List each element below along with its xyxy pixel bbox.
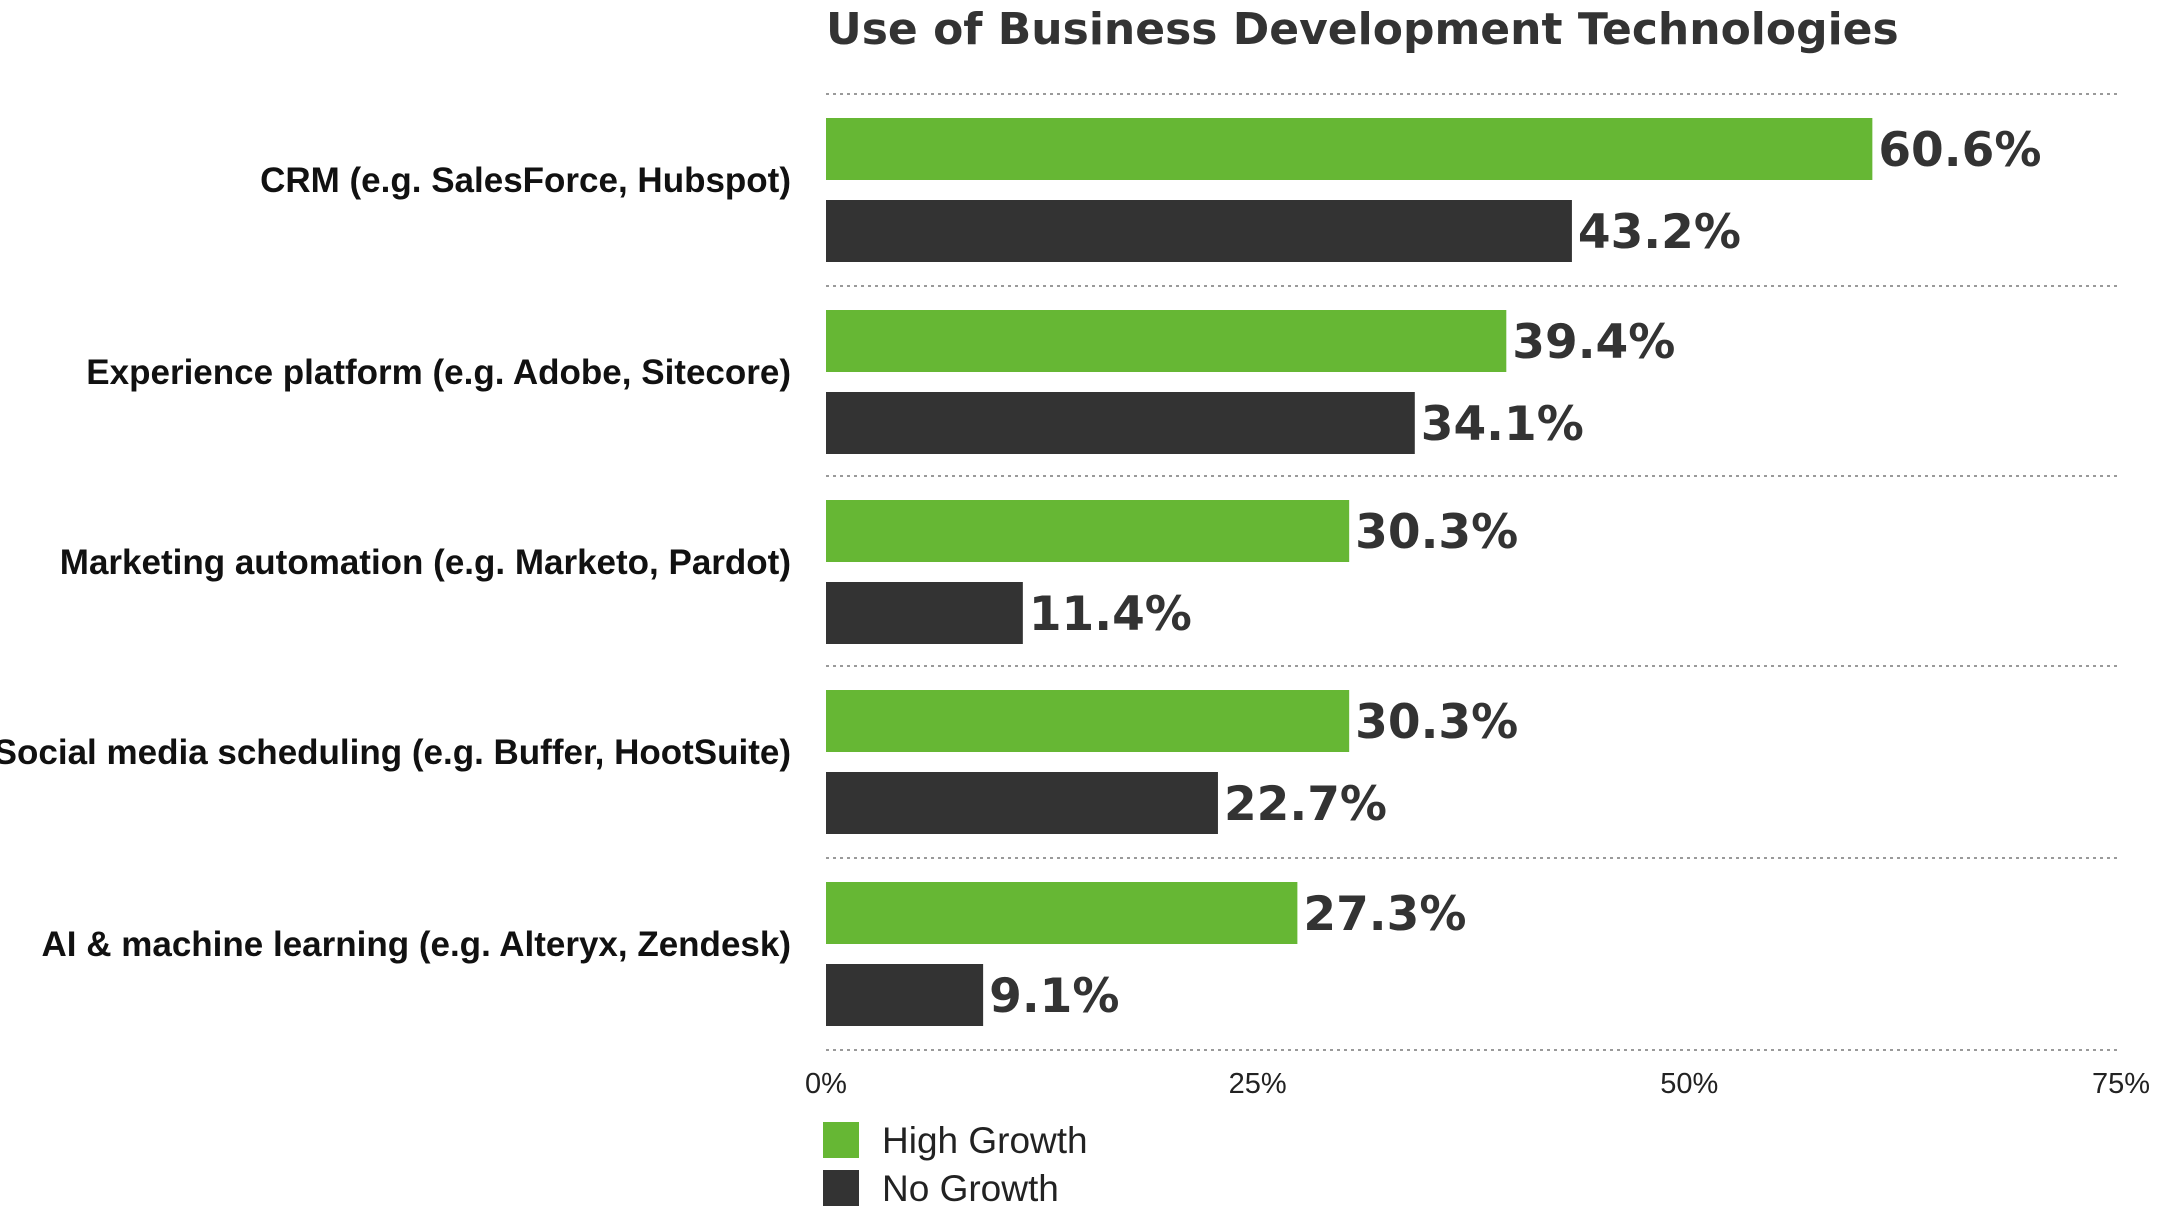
bar-no-growth bbox=[826, 200, 1572, 262]
category-label: Social media scheduling (e.g. Buffer, Ho… bbox=[0, 733, 791, 772]
value-labels: 60.6% 43.2% 39.4% 34.1% 30.3% 11.4% 30.3% 22.7%… bbox=[989, 123, 2041, 1024]
bar-high-growth bbox=[826, 690, 1350, 752]
legend-swatch bbox=[823, 1122, 859, 1158]
bar-value-label: 43.2% bbox=[1578, 205, 1741, 260]
bar-no-growth bbox=[826, 772, 1218, 834]
legend-swatch bbox=[823, 1170, 859, 1206]
bar-value-label: 30.3% bbox=[1355, 505, 1518, 560]
legend: High Growth No Growth bbox=[823, 1120, 1088, 1209]
bar-value-label: 30.3% bbox=[1355, 695, 1518, 750]
bar-no-growth bbox=[826, 582, 1023, 644]
bar-high-growth bbox=[826, 118, 1873, 180]
x-tick-label: 50% bbox=[1660, 1068, 1718, 1100]
chart-title: Use of Business Development Technologies bbox=[826, 4, 1899, 55]
bar-no-growth bbox=[826, 964, 984, 1026]
bar-value-label: 9.1% bbox=[989, 969, 1119, 1024]
bar-high-growth bbox=[826, 882, 1298, 944]
bar-value-label: 22.7% bbox=[1224, 777, 1387, 832]
x-tick-label: 75% bbox=[2092, 1068, 2150, 1100]
category-label: Marketing automation (e.g. Marketo, Pard… bbox=[60, 543, 791, 582]
category-label: CRM (e.g. SalesForce, Hubspot) bbox=[260, 161, 791, 200]
category-labels: CRM (e.g. SalesForce, Hubspot) Experience… bbox=[0, 161, 791, 964]
legend-label: No Growth bbox=[882, 1168, 1059, 1209]
bar-value-label: 11.4% bbox=[1029, 587, 1192, 642]
bar-high-growth bbox=[826, 500, 1350, 562]
gridlines bbox=[826, 93, 2121, 1051]
bar-value-label: 39.4% bbox=[1512, 315, 1675, 370]
bars bbox=[826, 118, 1873, 1026]
bar-high-growth bbox=[826, 310, 1507, 372]
bar-value-label: 34.1% bbox=[1421, 397, 1584, 452]
x-tick-label: 0% bbox=[805, 1068, 847, 1100]
category-label: AI & machine learning (e.g. Alteryx, Zen… bbox=[42, 925, 791, 964]
bar-value-label: 27.3% bbox=[1303, 887, 1466, 942]
bar-no-growth bbox=[826, 392, 1415, 454]
legend-label: High Growth bbox=[882, 1120, 1088, 1161]
x-tick-label: 25% bbox=[1229, 1068, 1287, 1100]
x-axis-ticks: 0% 25% 50% 75% bbox=[805, 1068, 2150, 1100]
category-label: Experience platform (e.g. Adobe, Sitecor… bbox=[86, 353, 791, 392]
bar-value-label: 60.6% bbox=[1878, 123, 2041, 178]
